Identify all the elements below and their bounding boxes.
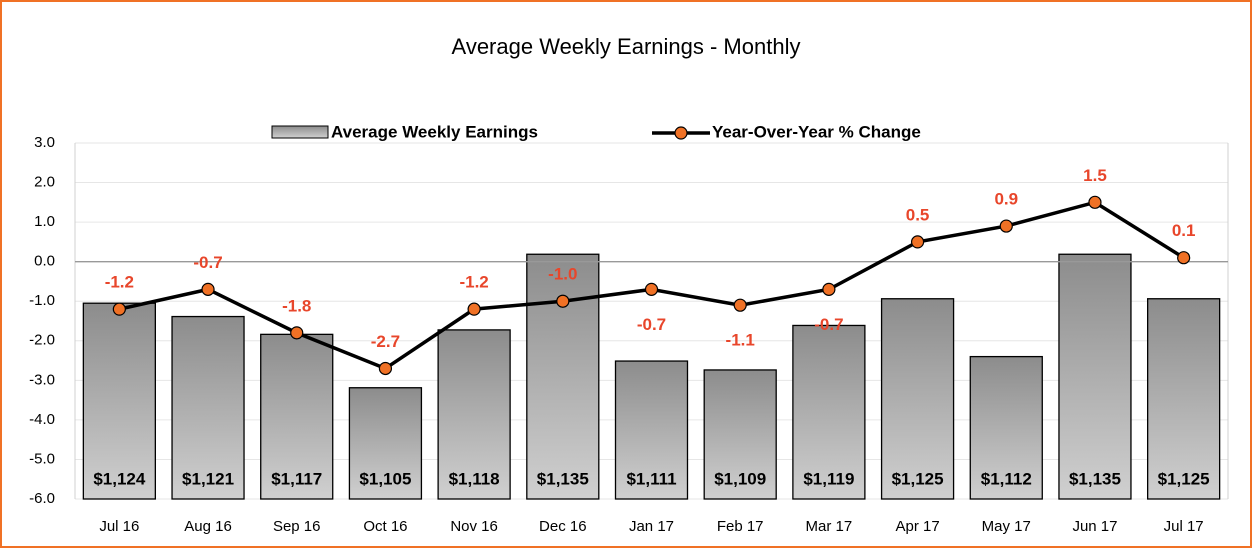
line-marker	[1177, 251, 1191, 265]
bar	[348, 387, 423, 500]
y-tick-label: -4.0	[29, 411, 55, 428]
bar-value-label: $1,124	[93, 469, 146, 488]
line-value-label: -1.2	[459, 273, 488, 292]
line-marker	[644, 282, 659, 296]
x-tick-label: Sep 16	[273, 518, 321, 535]
bar-value-label: $1,135	[1069, 469, 1121, 488]
line-value-label: -0.7	[814, 315, 843, 334]
x-tick-label: Nov 16	[450, 518, 498, 535]
bar	[969, 355, 1043, 500]
line-marker	[290, 326, 304, 340]
bar	[1147, 298, 1221, 500]
bar-value-label: $1,111	[626, 469, 676, 488]
y-tick-label: 3.0	[34, 134, 55, 151]
bar	[614, 360, 689, 500]
bar-value-label: $1,125	[892, 469, 944, 488]
y-tick-label: -6.0	[29, 490, 55, 507]
line-value-label: 1.5	[1083, 166, 1107, 185]
legend-label: Average Weekly Earnings	[331, 122, 538, 141]
legend-marker	[674, 126, 688, 140]
x-tick-label: Dec 16	[539, 518, 587, 535]
line-value-label: -1.0	[548, 265, 577, 284]
y-tick-label: 1.0	[34, 213, 55, 230]
bar-value-label: $1,109	[714, 469, 766, 488]
x-tick-label: Oct 16	[363, 518, 407, 535]
line-value-label: -0.7	[637, 315, 666, 334]
line-marker	[201, 282, 215, 296]
bar-value-label: $1,125	[1158, 469, 1210, 488]
line-value-label: 0.5	[906, 205, 930, 224]
bar	[437, 329, 511, 500]
x-tick-label: Jul 17	[1164, 518, 1204, 535]
x-tick-label: Jun 17	[1072, 518, 1117, 535]
line-value-label: -1.1	[726, 331, 755, 350]
line-value-label: 0.9	[994, 190, 1018, 209]
bar	[171, 315, 245, 500]
legend-swatch	[271, 125, 329, 139]
bar	[1058, 253, 1132, 500]
x-tick-label: May 17	[982, 518, 1031, 535]
line-marker	[910, 235, 925, 249]
y-tick-label: -5.0	[29, 450, 55, 467]
y-tick-label: -1.0	[29, 292, 55, 309]
y-tick-label: 0.0	[34, 253, 55, 270]
bar	[792, 324, 866, 500]
line-marker	[999, 219, 1013, 233]
y-tick-label: 2.0	[34, 174, 55, 191]
bar	[880, 298, 955, 500]
y-tick-label: -3.0	[29, 371, 55, 388]
bar-value-label: $1,121	[182, 469, 234, 488]
bar	[526, 253, 600, 500]
x-tick-label: Jul 16	[99, 518, 139, 535]
line-marker	[467, 302, 481, 316]
legend-label: Year-Over-Year % Change	[712, 122, 921, 141]
line-marker	[822, 282, 836, 296]
x-tick-label: Jan 17	[629, 518, 674, 535]
line-value-label: -0.7	[193, 253, 222, 272]
line-marker	[378, 361, 393, 376]
line-marker	[1088, 195, 1102, 209]
line-marker	[112, 302, 126, 316]
bar-value-label: $1,135	[537, 469, 589, 488]
chart-title: Average Weekly Earnings - Monthly	[452, 34, 801, 59]
line-value-label: 0.1	[1172, 221, 1196, 240]
x-tick-label: Apr 17	[895, 518, 939, 535]
bar-value-label: $1,117	[271, 469, 322, 488]
x-tick-label: Feb 17	[717, 518, 764, 535]
bar-value-label: $1,119	[803, 469, 854, 488]
bar	[703, 369, 777, 500]
line-value-label: -2.7	[371, 332, 400, 351]
x-tick-label: Mar 17	[806, 518, 853, 535]
bar-value-label: $1,105	[359, 469, 411, 488]
line-marker	[556, 294, 570, 308]
line-value-label: -1.8	[282, 296, 311, 315]
line-marker	[733, 298, 747, 312]
x-tick-label: Aug 16	[184, 518, 232, 535]
bar-value-label: $1,118	[449, 469, 500, 488]
line-value-label: -1.2	[105, 273, 134, 292]
y-tick-label: -2.0	[29, 332, 55, 349]
bar-value-label: $1,112	[981, 469, 1032, 488]
